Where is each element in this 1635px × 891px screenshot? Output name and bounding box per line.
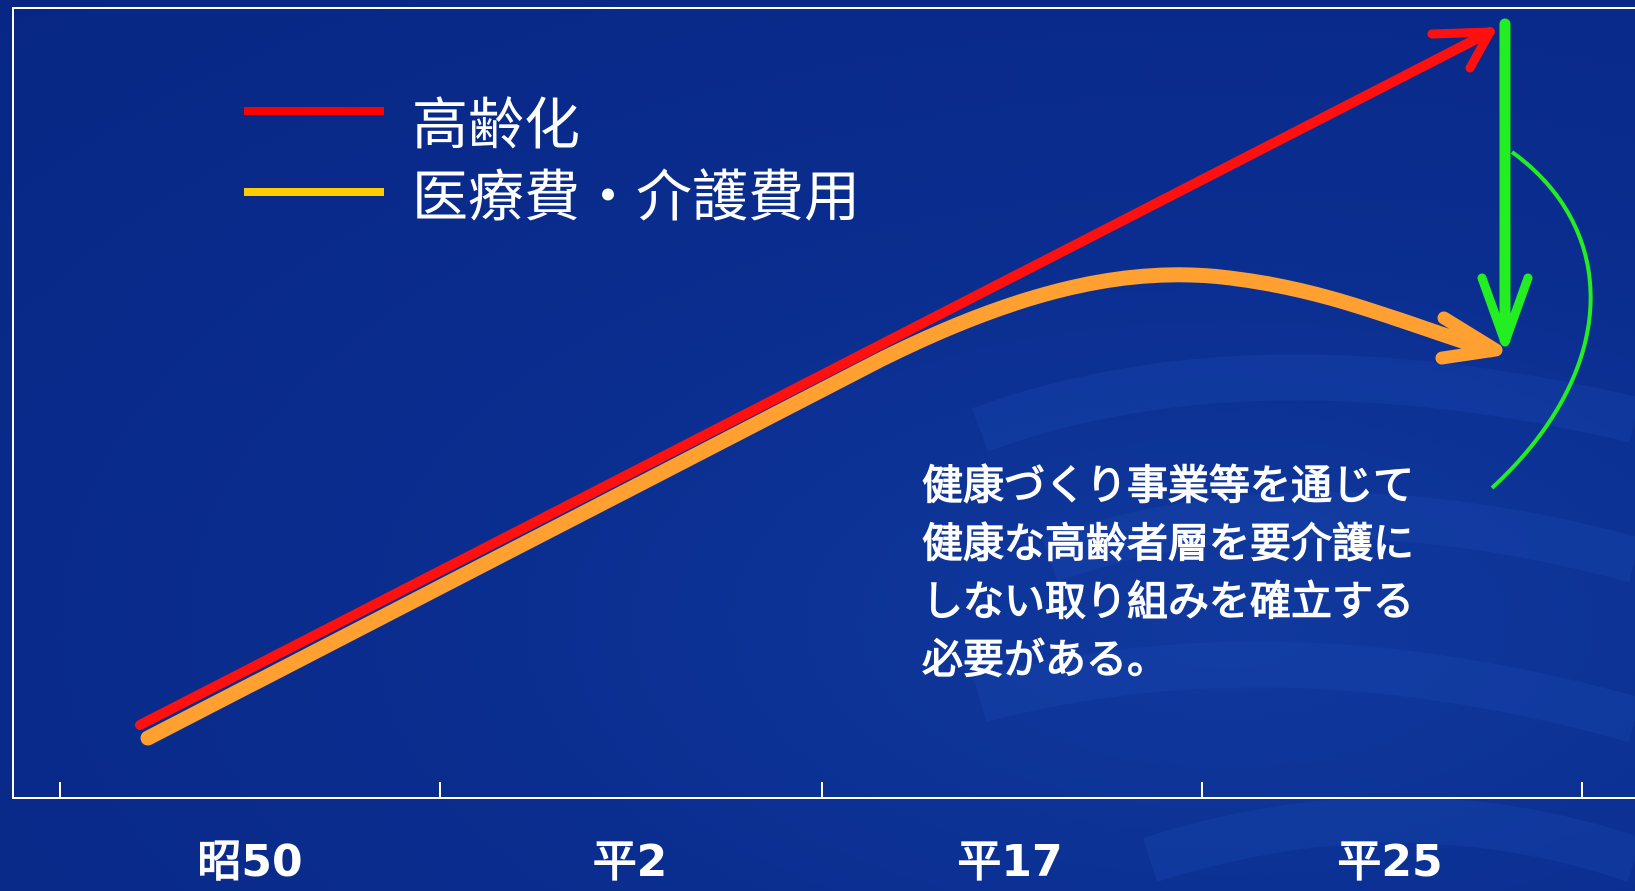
plot-frame [12, 7, 1635, 799]
annotation-line: 健康づくり事業等を通じて [922, 461, 1414, 509]
x-tick-label: 平2 [592, 836, 668, 887]
x-tick-label: 昭50 [197, 836, 303, 887]
legend-label-medical-care-costs: 医療費・介護費用 [412, 165, 860, 230]
series-arrowhead-medical-care-costs [1435, 311, 1503, 365]
background-swirl [972, 354, 1635, 882]
series-arrowhead-aging [1427, 27, 1495, 73]
x-tick-label: 平17 [957, 836, 1063, 887]
series-line-aging [135, 27, 1495, 730]
annotation-text: 健康づくり事業等を通じて 健康な高齢者層を要介護に しない取り組みを確立する 必… [922, 456, 1482, 688]
reduction-arrowhead [1477, 273, 1533, 347]
annotation-line: しない取り組みを確立する [922, 577, 1414, 625]
x-tick-label: 平25 [1337, 836, 1443, 887]
annotation-line: 健康な高齢者層を要介護に [922, 519, 1414, 567]
annotation-line: 必要がある。 [922, 635, 1168, 683]
series-line-medical-care-costs [140, 267, 1498, 746]
callout-connector-curve [1490, 150, 1593, 490]
legend-label-aging: 高齢化 [412, 93, 580, 158]
x-axis-ticks [59, 782, 1583, 798]
